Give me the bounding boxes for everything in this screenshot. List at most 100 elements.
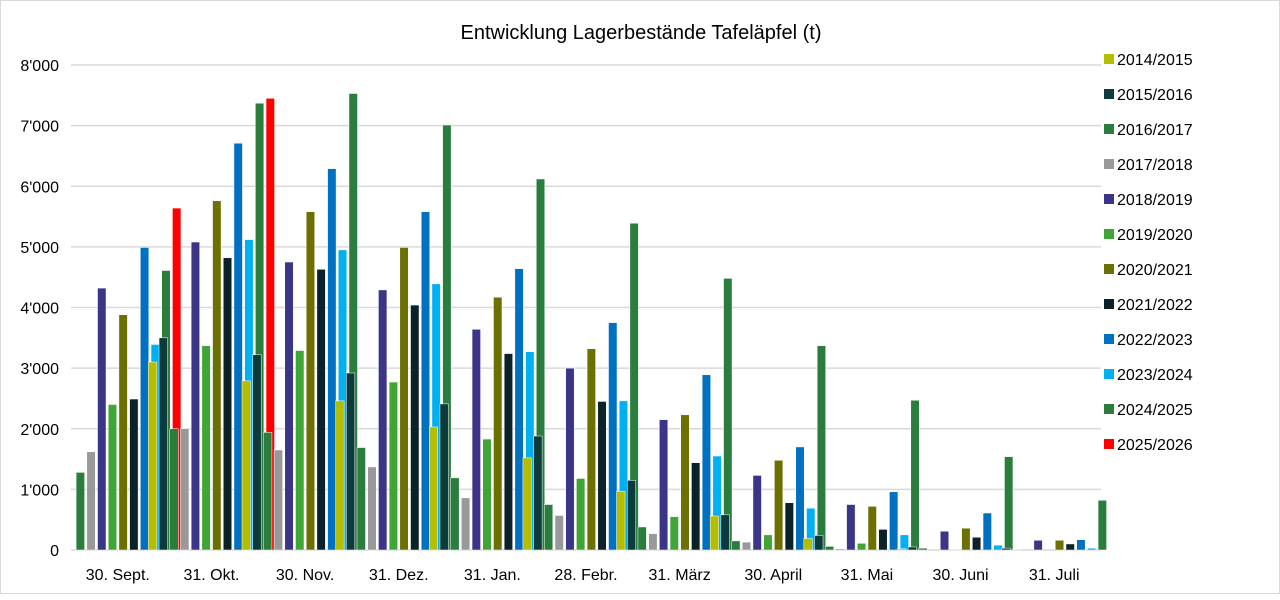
bar-2016-2017-9 [918,547,928,551]
x-tick-label: 31. Okt. [183,567,239,584]
bar-2019-2020-9 [950,549,960,551]
bar-2014-2015-2 [241,380,251,551]
bar-2022-2023-9 [982,512,992,551]
bar-2020-2021-3 [399,247,409,551]
bar-2016-2017-7 [731,540,741,551]
bar-2014-2015-9 [897,548,907,551]
bar-2021-2022-7 [784,502,794,551]
legend-marker [1104,264,1114,274]
legend-marker [1104,229,1114,239]
bar-2018-2019-5 [565,367,575,551]
bar-2017-2018-8 [835,548,845,551]
y-tick-label: 7'000 [20,119,59,136]
bar-2020-2021-6 [680,414,690,551]
legend-label: 2024/2025 [1117,402,1193,419]
bar-2016-2017-2 [263,432,273,551]
bar-2016-2017-4 [450,477,460,551]
bar-2016-2017-1 [169,428,179,551]
bar-2019-2020-3 [388,381,398,551]
bar-2018-2019-10 [1033,540,1043,551]
bar-2023-2024-10 [1087,547,1097,551]
bar-2024-2025-7 [816,345,826,551]
chart-title: Entwicklung Lagerbestände Tafeläpfel (t) [461,22,822,44]
x-tick-label: 30. Juni [933,567,989,584]
x-tick-label: 30. Sept. [86,567,150,584]
bar-2017-2018-6 [648,533,658,551]
legend-label: 2021/2022 [1117,297,1193,314]
bar-2018-2019-4 [471,329,481,551]
bar-2022-2023-6 [701,374,711,551]
bar-2014-2015-3 [335,400,345,551]
bar-2015-2016-4 [439,403,449,551]
legend-label: 2020/2021 [1117,262,1193,279]
legend-label: 2025/2026 [1117,437,1193,454]
bar-2019-2020-0 [107,404,117,551]
bar-2022-2023-10 [1076,539,1086,551]
bar-2018-2019-1 [190,241,200,551]
legend-marker [1104,124,1114,134]
x-tick-label: 30. April [744,567,802,584]
bar-2020-2021-5 [586,348,596,551]
bar-2018-2019-7 [752,475,762,551]
bar-2015-2016-2 [252,354,262,551]
y-tick-label: 5'000 [20,240,59,257]
bar-2024-2025-8 [910,400,920,551]
bar-2021-2022-9 [972,537,982,551]
bar-2021-2022-0 [129,398,139,551]
bar-2017-2018-7 [742,541,752,551]
bar-2019-2020-7 [763,534,773,551]
bar-2018-2019-0 [97,287,107,551]
x-tick-label: 31. Mai [841,567,893,584]
bar-2020-2021-10 [1055,540,1065,551]
bar-2022-2023-7 [795,446,805,551]
bar-2014-2015-8 [803,538,813,551]
bar-2014-2015-7 [709,515,719,551]
bar-2022-2023-3 [420,211,430,551]
bar-2021-2022-6 [691,462,701,551]
legend-marker [1104,369,1114,379]
bar-2017-2018-5 [554,515,564,551]
legend-label: 2018/2019 [1117,192,1193,209]
bar-2016-2017-10 [1012,549,1022,551]
x-tick-label: 31. Jan. [464,567,521,584]
bar-2020-2021-1 [212,200,222,551]
bar-2020-2021-8 [867,506,877,551]
bar-2015-2016-6 [626,480,636,551]
bar-2016-2017-5 [544,504,554,551]
bar-2016-2017-0 [75,472,85,551]
y-tick-label: 8'000 [20,58,59,75]
bar-2020-2021-7 [774,460,784,551]
bar-2014-2015-6 [616,490,626,551]
bar-2018-2019-2 [284,261,294,551]
x-tick-label: 31. März [649,567,711,584]
bar-2015-2016-10 [1001,547,1011,551]
bar-2019-2020-6 [669,516,679,551]
bar-2016-2017-3 [356,447,366,551]
bar-2019-2020-8 [857,543,867,551]
y-tick-label: 4'000 [20,301,59,318]
bar-2020-2021-2 [305,211,315,551]
bar-2014-2015-1 [148,361,158,551]
y-tick-label: 1'000 [20,482,59,499]
legend-label: 2016/2017 [1117,122,1193,139]
legend-label: 2022/2023 [1117,332,1193,349]
bar-2023-2024-8 [899,534,909,551]
bar-2021-2022-3 [410,304,420,551]
legend-label: 2015/2016 [1117,87,1193,104]
bar-2022-2023-1 [233,142,243,551]
bar-2020-2021-4 [493,296,503,551]
legend-marker [1104,159,1114,169]
bar-2017-2018-0 [86,451,96,551]
legend-marker [1104,334,1114,344]
bar-2022-2023-0 [140,247,150,551]
bar-2015-2016-9 [907,546,917,551]
bar-2021-2022-8 [878,529,888,551]
legend-marker [1104,89,1114,99]
bar-2018-2019-8 [846,504,856,551]
bar-2016-2017-6 [637,526,647,551]
legend-marker [1104,54,1114,64]
bar-2015-2016-3 [346,372,356,551]
legend-marker [1104,299,1114,309]
bar-2021-2022-10 [1065,543,1075,551]
